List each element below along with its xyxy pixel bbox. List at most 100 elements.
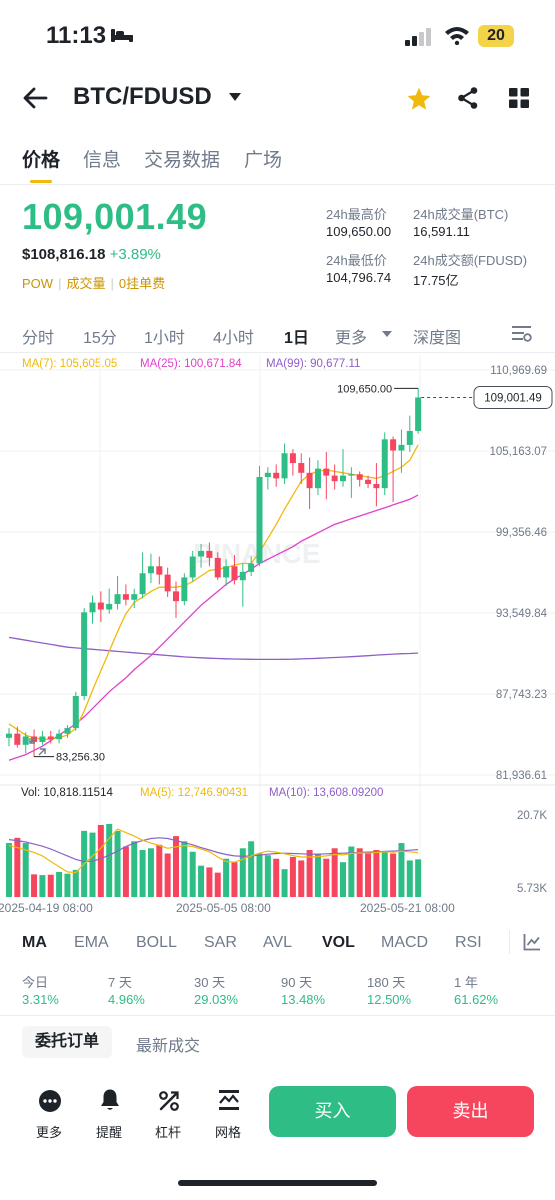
volume-bar — [248, 841, 255, 897]
candle-body — [239, 571, 246, 581]
battery-indicator: 20 — [478, 25, 514, 47]
grid-label[interactable]: 网格 — [215, 1125, 242, 1140]
volume-tick-label: 20.7K — [517, 810, 547, 822]
candle-body — [289, 453, 296, 464]
tab-open-orders[interactable]: 委托订单 — [22, 1026, 112, 1058]
last-price-label: 109,001.49 — [484, 392, 542, 404]
performance-value: 29.03% — [194, 992, 239, 1007]
ma99-legend: MA(99): 90,677.11 — [266, 358, 361, 370]
interval-1d[interactable]: 1日 — [284, 330, 309, 347]
tab-info[interactable]: 信息 — [83, 150, 122, 171]
favorite-star-icon[interactable] — [406, 86, 432, 112]
bell-alert-icon[interactable] — [99, 1088, 121, 1112]
performance-label: 7 天 — [108, 975, 132, 990]
candle-body — [298, 463, 305, 473]
volume-bar — [223, 858, 230, 897]
volume-bar — [131, 841, 138, 897]
volume-bar — [56, 871, 63, 897]
pair-dropdown-caret-icon[interactable] — [229, 93, 241, 101]
candle-body — [314, 468, 321, 489]
high-24h-value: 109,650.00 — [326, 224, 392, 239]
tab-square[interactable]: 广场 — [244, 150, 283, 171]
volume-bar — [206, 867, 213, 897]
volume-ma5-line — [8, 828, 419, 874]
interval-4h[interactable]: 4小时 — [213, 330, 254, 347]
candle-body — [415, 397, 422, 431]
indicator-macd[interactable]: MACD — [381, 934, 429, 951]
candle-body — [122, 594, 129, 600]
performance-value: 4.96% — [108, 992, 145, 1007]
back-arrow-icon[interactable] — [22, 86, 48, 110]
tab-latest-trades[interactable]: 最新成交 — [136, 1038, 201, 1055]
candle-body — [365, 479, 372, 484]
interval-timeline[interactable]: 分时 — [22, 330, 55, 347]
ma25-line — [8, 494, 419, 761]
volume-bar — [289, 856, 296, 897]
candle-body — [390, 439, 397, 451]
performance-divider — [0, 1015, 555, 1016]
tab-price[interactable]: 价格 — [22, 150, 61, 171]
low-marker-label: 83,256.30 — [56, 752, 105, 764]
volume-bar — [406, 860, 413, 897]
sell-button[interactable]: 卖出 — [407, 1086, 534, 1137]
candle-body — [56, 733, 63, 740]
interval-15m[interactable]: 15分 — [83, 330, 117, 347]
tag-pow[interactable]: POW — [22, 276, 54, 291]
leverage-icon[interactable] — [158, 1090, 180, 1112]
interval-more[interactable]: 更多 — [335, 330, 368, 347]
alert-label[interactable]: 提醒 — [96, 1125, 123, 1140]
candle-body — [114, 594, 121, 604]
volume-bar — [306, 850, 313, 897]
tab-trading-data[interactable]: 交易数据 — [144, 150, 221, 171]
depth-chart-tab[interactable]: 深度图 — [413, 330, 462, 347]
more-label[interactable]: 更多 — [36, 1125, 63, 1140]
indicator-settings-icon[interactable] — [523, 933, 541, 951]
more-caret-icon[interactable] — [382, 331, 392, 337]
grid-bot-icon[interactable] — [218, 1089, 240, 1111]
interval-1h[interactable]: 1小时 — [144, 330, 185, 347]
last-price: 109,001.49 — [22, 196, 208, 237]
indicator-ma[interactable]: MA — [22, 934, 47, 951]
sleep-focus-icon — [111, 29, 133, 42]
volume-legend: Vol: 10,818.11514 — [21, 787, 113, 799]
share-icon[interactable] — [456, 86, 480, 110]
trading-pair-title[interactable]: BTC/FDUSD — [73, 83, 212, 110]
chart-settings-icon[interactable] — [512, 325, 532, 343]
indicator-rsi[interactable]: RSI — [455, 934, 482, 951]
indicator-vol[interactable]: VOL — [322, 934, 355, 951]
performance-label: 今日 — [22, 975, 49, 990]
indicator-boll[interactable]: BOLL — [136, 934, 177, 951]
performance-value: 3.31% — [22, 992, 59, 1007]
volume-bar — [314, 853, 321, 897]
candle-body — [256, 476, 263, 564]
volume-bar — [164, 853, 171, 897]
indicator-avl[interactable]: AVL — [263, 934, 293, 951]
tag-volume[interactable]: 成交量 — [66, 276, 106, 291]
candle-body — [39, 736, 46, 743]
volume-bar — [281, 869, 288, 897]
candle-body — [348, 474, 355, 476]
indicator-ema[interactable]: EMA — [74, 934, 109, 951]
volume-bar — [331, 848, 338, 897]
candle-body — [373, 483, 380, 489]
leverage-label[interactable]: 杠杆 — [155, 1125, 182, 1140]
candle-body — [89, 602, 96, 613]
status-bar: 11:13 20 — [0, 0, 555, 70]
buy-button[interactable]: 买入 — [269, 1086, 396, 1137]
candlestick-chart[interactable]: BINANCE110,969.69105,163.0799,356.4693,5… — [0, 355, 555, 920]
volume-btc-value: 16,591.11 — [413, 224, 470, 239]
x-axis-label: 2025-05-05 08:00 — [176, 901, 271, 915]
active-tab-indicator — [30, 180, 52, 183]
candle-body — [206, 550, 213, 558]
tag-zero-fee[interactable]: 0挂单费 — [118, 276, 166, 291]
grid-menu-icon[interactable] — [509, 88, 529, 108]
y-tick-label: 105,163.07 — [489, 446, 547, 458]
volume-bar — [348, 846, 355, 897]
performance-label: 180 天 — [367, 975, 406, 990]
volume-bar — [415, 859, 422, 897]
candle-body — [156, 566, 163, 575]
more-dots-icon[interactable] — [39, 1090, 61, 1112]
candle-body — [22, 736, 29, 745]
indicator-sar[interactable]: SAR — [204, 934, 237, 951]
volume-bar — [340, 862, 346, 897]
